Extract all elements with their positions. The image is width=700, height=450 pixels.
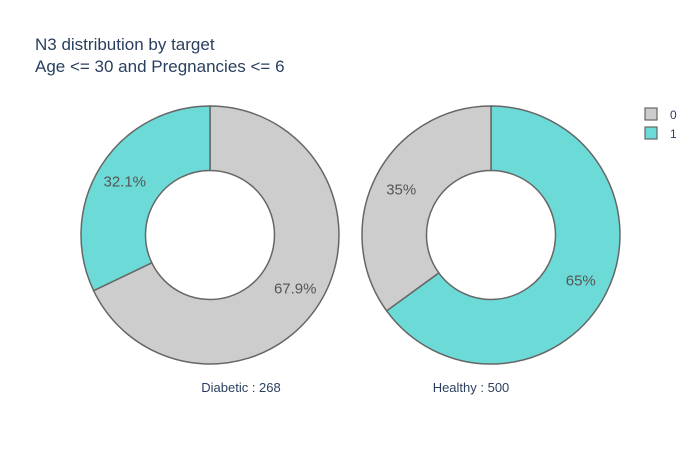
donut-caption-diabetic: Diabetic : 268 bbox=[201, 380, 281, 395]
slice-healthy-0[interactable] bbox=[361, 105, 492, 312]
slice-diabetic-0[interactable] bbox=[92, 105, 340, 365]
legend-item-0[interactable]: 0 bbox=[644, 107, 677, 122]
slice-label-diabetic-0: 67.9% bbox=[274, 281, 317, 298]
slice-label-healthy-1: 65% bbox=[566, 273, 596, 290]
legend-label-1: 1 bbox=[670, 127, 677, 141]
slice-diabetic-1[interactable] bbox=[80, 105, 211, 292]
legend-swatch-1 bbox=[644, 126, 658, 140]
slice-healthy-1[interactable] bbox=[385, 105, 621, 365]
legend-swatch-0 bbox=[644, 107, 658, 121]
chart-title-line: N3 distribution by target bbox=[35, 35, 215, 54]
donut-healthy: 65% 35% bbox=[361, 105, 621, 365]
legend-label-0: 0 bbox=[670, 108, 677, 122]
donut-caption-healthy: Healthy : 500 bbox=[433, 380, 510, 395]
slice-label-diabetic-1: 32.1% bbox=[103, 173, 146, 190]
slice-label-healthy-0: 35% bbox=[386, 181, 416, 198]
legend-item-1[interactable]: 1 bbox=[644, 126, 677, 141]
legend: 0 1 bbox=[644, 107, 677, 141]
donut-diabetic: 67.9% 32.1% bbox=[80, 105, 340, 365]
chart-title: N3 distribution by target Age <= 30 and … bbox=[35, 35, 285, 76]
chart-subtitle-line: Age <= 30 and Pregnancies <= 6 bbox=[35, 57, 285, 76]
